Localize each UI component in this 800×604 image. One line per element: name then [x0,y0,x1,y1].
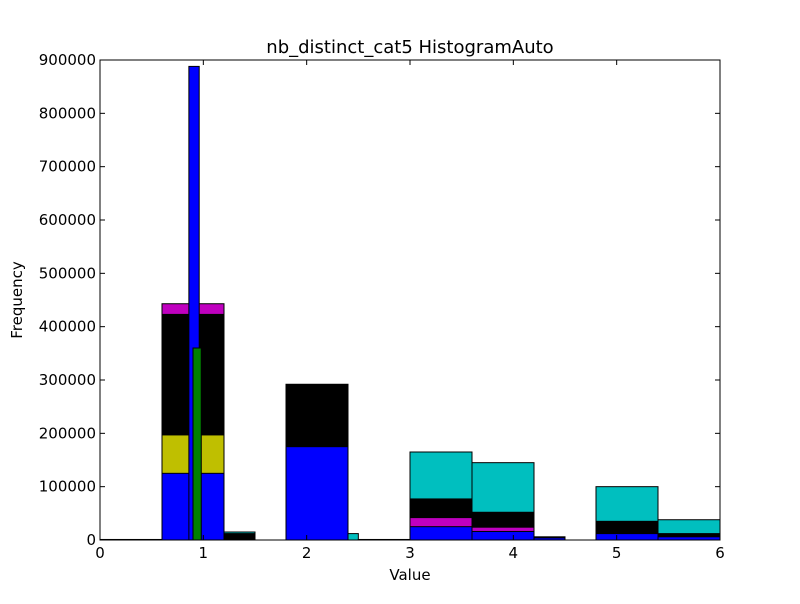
y-tick-label-3: 300000 [39,371,96,389]
chart-title: nb_distinct_cat5 HistogramAuto [266,37,553,58]
x-tick-label-2: 2 [302,544,312,562]
y-tick-label-5: 500000 [39,264,96,282]
y-tick-label-1: 100000 [39,478,96,496]
x-tick-label-4: 4 [509,544,519,562]
y-tick-label-0: 0 [86,531,96,549]
histogram-bar-16 [409,526,473,541]
x-tick-label-3: 3 [405,544,415,562]
x-tick-label-5: 5 [612,544,622,562]
y-tick-label-8: 800000 [39,104,96,122]
y-tick-label-9: 900000 [39,51,96,69]
x-axis-label: Value [389,566,430,584]
y-tick-label-6: 600000 [39,211,96,229]
axes-group: 0 1 2 3 4 5 6 0 100000 200000 300000 400000 500000 60… [39,51,725,562]
histogram-bar-20 [471,530,535,541]
histogram-bar-8 [192,347,202,541]
histogram-bar-11 [347,533,359,541]
bars-group [99,65,721,541]
x-tick-label-0: 0 [95,544,105,562]
y-tick-label-4: 400000 [39,318,96,336]
histogram-bar-6 [223,533,256,541]
y-axis-label: Frequency [8,261,26,339]
x-tick-label-1: 1 [199,544,209,562]
histogram-bar-10 [285,446,349,541]
y-tick-label-2: 200000 [39,424,96,442]
x-tick-label-6: 6 [715,544,725,562]
y-tick-label-7: 700000 [39,158,96,176]
histogram-bar-25 [595,533,659,541]
